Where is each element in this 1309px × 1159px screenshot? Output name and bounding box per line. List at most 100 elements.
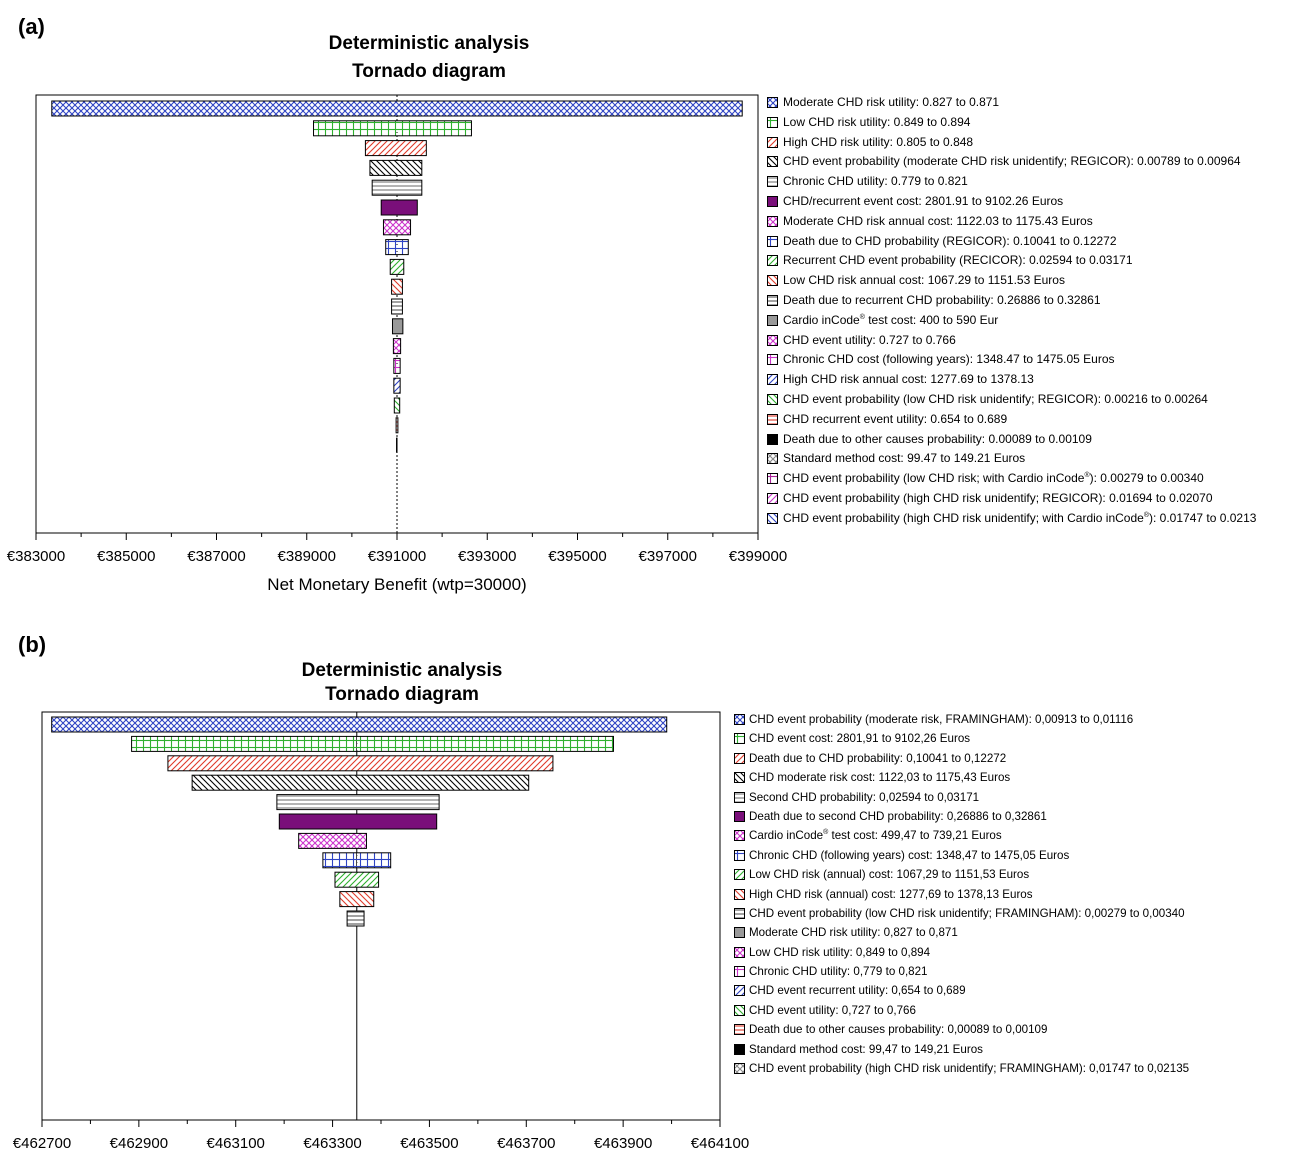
plot-frame — [41, 711, 721, 1121]
x-tick-label: €393000 — [458, 548, 516, 565]
legend-swatch — [734, 1063, 745, 1075]
x-tick-label: €395000 — [548, 548, 606, 565]
legend-label: Death due to recurrent CHD probability: … — [783, 292, 1101, 307]
chart-title-a: Deterministic analysis — [328, 33, 530, 54]
tornado-bar — [395, 417, 399, 434]
tornado-bar — [382, 219, 412, 236]
legend-label: CHD event cost: 2801,91 to 9102,26 Euros — [749, 732, 971, 746]
x-tick-label: €383000 — [7, 548, 65, 565]
legend-swatch — [767, 413, 778, 425]
legend-label: CHD event probability (high CHD risk uni… — [783, 490, 1213, 505]
legend-label: CHD event probability (low CHD risk; wit… — [783, 471, 1204, 486]
tornado-bar — [131, 735, 614, 752]
x-tick-label: €387000 — [187, 548, 245, 565]
panel-label-b: (b) — [18, 632, 47, 657]
legend-swatch — [734, 966, 745, 978]
legend-swatch — [767, 294, 778, 306]
legend-swatch — [767, 136, 778, 148]
legend-label: Low CHD risk (annual) cost: 1067,29 to 1… — [749, 868, 1030, 882]
legend-label: Chronic CHD (following years) cost: 1348… — [749, 848, 1070, 862]
legend-label: Cardio inCode® test cost: 499,47 to 739,… — [749, 829, 1002, 843]
legend-label: Chronic CHD utility: 0,779 to 0,821 — [749, 965, 928, 979]
legend-swatch — [734, 791, 745, 803]
legend-label: Cardio inCode® test cost: 400 to 590 Eur — [783, 312, 999, 327]
x-tick-label: €385000 — [97, 548, 155, 565]
tornado-bar — [298, 832, 367, 849]
legend-label: Recurrent CHD event probability (RECICOR… — [783, 253, 1133, 268]
legend-swatch — [767, 374, 778, 386]
legend-swatch — [734, 1043, 745, 1055]
chart-subtitle-b: Tornado diagram — [325, 684, 479, 705]
legend-swatch — [734, 733, 745, 745]
legend-swatch — [767, 116, 778, 128]
x-tick-label: €463300 — [303, 1135, 361, 1152]
legend-swatch — [767, 255, 778, 267]
legend-swatch — [767, 314, 778, 326]
legend-label: CHD event recurrent utility: 0,654 to 0,… — [749, 984, 966, 998]
legend-swatch — [767, 473, 778, 485]
legend-label: CHD event probability (moderate CHD risk… — [783, 154, 1241, 169]
tornado-bar — [346, 910, 365, 927]
legend-swatch — [734, 810, 745, 822]
legend-swatch — [767, 275, 778, 287]
legend-label: CHD event utility: 0,727 to 0,766 — [749, 1003, 916, 1017]
tornado-bar — [191, 774, 530, 791]
legend-label: CHD event probability (low CHD risk unid… — [783, 391, 1208, 406]
legend-swatch — [734, 752, 745, 764]
tornado-panel-b: (b) Deterministic analysis Tornado diagr… — [0, 618, 1309, 1159]
legend-swatch — [767, 453, 778, 465]
x-tick-label: €462900 — [110, 1135, 168, 1152]
legend-swatch — [767, 512, 778, 524]
legend-swatch — [734, 946, 745, 958]
panel-label-a: (a) — [18, 14, 45, 39]
tornado-bar — [393, 397, 401, 414]
tornado-bar — [393, 357, 401, 374]
tornado-bar — [393, 377, 401, 394]
legend-swatch — [734, 772, 745, 784]
legend-swatch — [734, 927, 745, 939]
legend-label: CHD/recurrent event cost: 2801.91 to 910… — [783, 193, 1064, 208]
legend-swatch — [767, 195, 778, 207]
legend-label: Death due to CHD probability (REGICOR): … — [783, 233, 1117, 248]
legend-label: Moderate CHD risk annual cost: 1122.03 t… — [783, 213, 1093, 228]
legend-swatch — [767, 235, 778, 247]
legend-label: Low CHD risk annual cost: 1067.29 to 115… — [783, 273, 1065, 288]
x-tick-label: €397000 — [639, 548, 697, 565]
x-tick-label: €391000 — [368, 548, 426, 565]
legend-label: Death due to second CHD probability: 0,2… — [749, 809, 1047, 823]
legend-label: CHD moderate risk cost: 1122,03 to 1175,… — [749, 771, 1011, 785]
legend-label: CHD recurrent event utility: 0.654 to 0.… — [783, 411, 1008, 426]
tornado-bar — [391, 298, 403, 315]
legend-swatch — [734, 907, 745, 919]
legend-swatch — [734, 830, 745, 842]
tornado-bar — [389, 258, 405, 275]
legend-label: Death due to other causes probability: 0… — [749, 1023, 1048, 1037]
tornado-bar — [167, 755, 554, 772]
legend-label: Death due to CHD probability: 0,10041 to… — [749, 751, 1007, 765]
legend-swatch — [734, 714, 745, 725]
tornado-plot-b: €462700 €462900 €463100 €463300 €463500 €4637… — [13, 711, 749, 1152]
x-tick-label: €463100 — [207, 1135, 265, 1152]
x-tick-label: €464100 — [691, 1135, 749, 1152]
legend-label: CHD event probability (moderate risk, FR… — [749, 713, 1134, 726]
legend-swatch — [734, 888, 745, 900]
legend-swatch — [767, 393, 778, 405]
x-tick-label: €463900 — [594, 1135, 652, 1152]
legend-label: Moderate CHD risk utility: 0,827 to 0,87… — [749, 926, 958, 940]
legend-swatch — [734, 849, 745, 861]
legend-swatch — [767, 156, 778, 168]
tornado-bar — [369, 159, 423, 176]
legend-label: High CHD risk utility: 0.805 to 0.848 — [783, 134, 974, 149]
x-tick-label: €399000 — [729, 548, 787, 565]
legend-swatch — [767, 215, 778, 227]
tornado-bar — [322, 852, 392, 869]
legend-label: Moderate CHD risk utility: 0.827 to 0.87… — [783, 95, 1000, 109]
legend-swatch — [767, 97, 778, 108]
chart-subtitle-a: Tornado diagram — [352, 61, 506, 82]
legend-swatch — [767, 433, 778, 445]
legend-label: Standard method cost: 99.47 to 149.21 Eu… — [783, 451, 1026, 466]
legend-label: CHD event probability (high CHD risk uni… — [783, 510, 1257, 525]
x-tick-label: €463700 — [497, 1135, 555, 1152]
tornado-bar — [391, 318, 404, 335]
tornado-bar — [364, 140, 427, 157]
